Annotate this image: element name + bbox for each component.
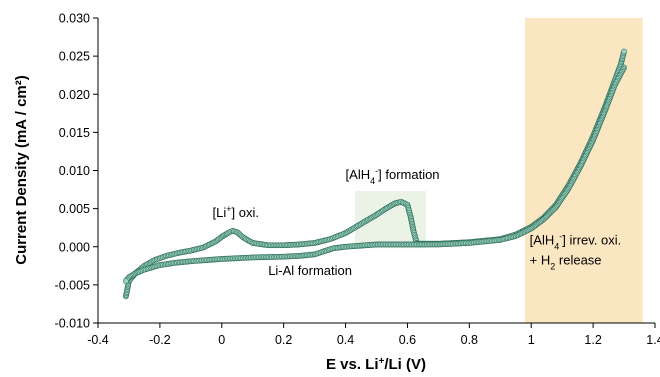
x-tick-label: 0.6 <box>399 333 416 347</box>
series-cathodic <box>122 64 627 284</box>
data-point <box>122 278 129 284</box>
y-tick-label: -0.010 <box>55 317 90 331</box>
x-tick-label: -0.2 <box>149 333 171 347</box>
y-tick-label: 0.025 <box>59 50 90 64</box>
x-tick-label: 0.8 <box>461 333 478 347</box>
series-anodic <box>122 198 420 300</box>
annotation-li-al-formation: Li-Al formation <box>268 263 352 278</box>
y-tick-label: 0.020 <box>59 88 90 102</box>
y-tick-label: 0.005 <box>59 202 90 216</box>
annotation-h2-release: + H2 release <box>530 252 602 271</box>
y-tick-label: 0.015 <box>59 126 90 140</box>
annotation-li-oxi: [Li+] oxi. <box>212 204 258 220</box>
highlight-region-0 <box>525 18 643 323</box>
x-tick-label: 1.4 <box>646 333 660 347</box>
x-tick-label: 0.4 <box>337 333 354 347</box>
x-axis-title-sup: + <box>379 356 385 367</box>
data-point <box>621 48 627 55</box>
x-tick-label: 0.2 <box>275 333 292 347</box>
y-axis-title: Current Density (mA / cm²) <box>13 75 30 264</box>
annotation-alh4-irrev: [AlH4-] irrev. oxi. <box>530 231 622 251</box>
x-ticks: -0.4 -0.2 0 0.2 0.4 0.6 0.8 1 1.2 1.4 <box>87 323 660 347</box>
annotation-alh4-formation: [AlH4-] formation <box>346 166 440 186</box>
x-axis-title: E vs. Li+/Li (V) <box>326 356 426 374</box>
x-tick-label: 1 <box>528 333 535 347</box>
x-tick-label: 1.2 <box>584 333 601 347</box>
x-axis-title-rest: /Li (V) <box>384 356 426 373</box>
y-tick-label: 0.010 <box>59 164 90 178</box>
data-series <box>122 48 627 300</box>
y-ticks: -0.010 -0.005 0.000 0.005 0.010 0.015 0.020 0.0… <box>55 12 98 331</box>
y-tick-label: -0.005 <box>55 278 90 292</box>
x-tick-label: -0.4 <box>87 333 109 347</box>
y-tick-label: 0.030 <box>59 12 90 26</box>
y-tick-label: 0.000 <box>59 240 90 254</box>
x-axis-title-main: E vs. Li <box>326 356 379 373</box>
x-tick-label: 0 <box>218 333 225 347</box>
annotations: [Li+] oxi. [AlH4-] formation Li-Al formati… <box>212 166 621 278</box>
